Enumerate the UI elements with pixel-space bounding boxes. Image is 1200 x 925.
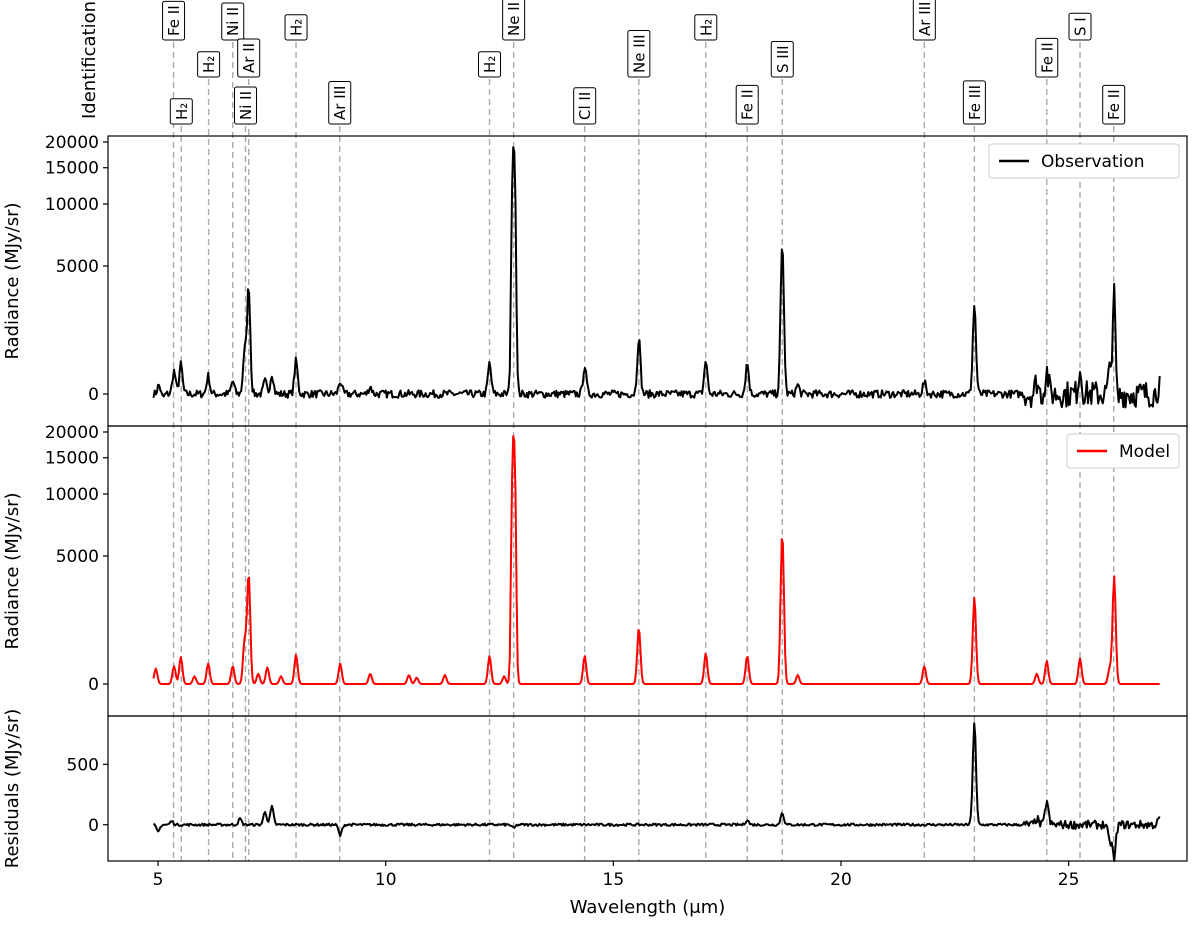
residuals-y-tick-label: 0 <box>88 816 99 836</box>
line-id-box <box>169 98 193 125</box>
model-y-tick-label: 20000 <box>45 423 99 443</box>
line-id-label: Ar III <box>328 81 352 125</box>
line-id-label: Fe III <box>962 80 986 125</box>
line-id-text: H₂ <box>200 56 218 73</box>
model-axes-frame <box>107 425 1188 717</box>
line-id-label: Ne II <box>502 0 526 41</box>
model-legend-box <box>1066 433 1180 469</box>
line-id-box <box>912 0 936 41</box>
line-id-box <box>284 14 308 41</box>
line-id-text: Ni II <box>237 91 255 120</box>
line-id-text: Fe II <box>739 89 757 120</box>
line-id-box <box>962 80 986 125</box>
line-id-label: Ar II <box>237 38 261 78</box>
line-id-label: H₂ <box>694 14 718 41</box>
line-id-text: Fe II <box>1105 89 1123 120</box>
line-id-box <box>770 40 794 78</box>
line-id-text: S I <box>1072 17 1090 36</box>
line-id-text: H₂ <box>481 56 499 73</box>
line-id-box <box>328 81 352 125</box>
observation-legend-label: Observation <box>1041 152 1145 172</box>
line-id-box <box>573 87 597 125</box>
line-id-box <box>735 84 759 125</box>
model-series-line <box>152 435 1160 685</box>
residuals-series-line <box>152 722 1161 862</box>
line-id-text: Ar III <box>916 2 934 36</box>
x-tick-label: 10 <box>375 870 397 890</box>
line-id-box <box>694 14 718 41</box>
observation-legend-box <box>988 143 1180 179</box>
line-id-label: H₂ <box>478 51 502 78</box>
identification-labels: Fe II H₂ H₂ Ni II Ni II Ar II H₂ Ar III H₂ Ne II C… <box>162 0 1126 125</box>
line-id-label: H₂ <box>197 51 221 78</box>
line-id-box <box>1102 84 1126 125</box>
panel-residuals: 0 500 Residuals (MJy/sr) 5 10 15 20 25 Wavelengt… <box>2 709 1188 918</box>
line-id-box <box>627 30 651 78</box>
residuals-y-tick-label: 500 <box>67 755 99 775</box>
line-id-box <box>237 38 261 78</box>
line-id-text: Ar II <box>240 43 258 73</box>
line-id-label: H₂ <box>284 14 308 41</box>
line-id-text: Cl II <box>576 92 594 120</box>
line-id-text: Ne II <box>505 2 523 36</box>
line-id-label: Ne III <box>627 30 651 78</box>
line-id-box <box>502 0 526 41</box>
line-id-label: Fe II <box>735 84 759 125</box>
identification-guides <box>172 42 1115 861</box>
line-id-box <box>1068 12 1092 41</box>
observation-y-tick-label: 15000 <box>45 159 99 179</box>
line-id-text: Ar III <box>331 86 349 120</box>
line-id-label: H₂ <box>169 98 193 125</box>
line-id-label: S I <box>1068 12 1092 41</box>
line-id-label: Ar III <box>912 0 936 41</box>
line-id-label: S III <box>770 40 794 78</box>
x-tick-label: 15 <box>603 870 625 890</box>
line-id-text: S III <box>774 45 792 73</box>
line-id-box <box>1035 37 1059 78</box>
line-id-text: Ne III <box>630 35 648 74</box>
x-tick-label: 25 <box>1058 870 1080 890</box>
x-axis-label: Wavelength (μm) <box>570 897 726 918</box>
line-id-label: Fe II <box>1102 84 1126 125</box>
line-id-text: Fe II <box>1038 42 1056 73</box>
line-id-text: Fe II <box>165 5 183 36</box>
x-tick-label: 5 <box>153 870 164 890</box>
residuals-y-axis-label: Residuals (MJy/sr) <box>2 709 23 869</box>
observation-y-tick-label: 10000 <box>45 195 99 215</box>
line-id-label: Fe II <box>162 0 186 41</box>
line-id-box <box>221 2 245 41</box>
identification-title: Identification <box>79 1 100 119</box>
line-id-text: H₂ <box>697 19 715 36</box>
line-id-label: Ni II <box>233 86 257 125</box>
model-legend-label: Model <box>1119 442 1170 462</box>
panel-model: 0 5000 10000 15000 20000 Radiance (MJy/sr) Mod… <box>2 423 1188 717</box>
observation-y-tick-label: 20000 <box>45 133 99 153</box>
line-id-box <box>197 51 221 78</box>
line-id-text: Fe III <box>966 85 984 120</box>
observation-y-axis-label: Radiance (MJy/sr) <box>2 202 23 359</box>
line-id-label: Fe II <box>1035 37 1059 78</box>
line-id-text: H₂ <box>173 103 191 120</box>
model-y-tick-label: 10000 <box>45 485 99 505</box>
line-id-text: H₂ <box>288 19 306 36</box>
line-id-label: Cl II <box>573 87 597 125</box>
model-y-tick-label: 5000 <box>56 547 99 567</box>
x-tick-label: 20 <box>830 870 852 890</box>
observation-y-tick-label: 0 <box>88 385 99 405</box>
line-id-box <box>233 86 257 125</box>
line-id-box <box>162 0 186 41</box>
model-y-axis-label: Radiance (MJy/sr) <box>2 492 23 649</box>
residuals-axes-frame <box>107 715 1188 862</box>
line-id-box <box>478 51 502 78</box>
observation-series-line <box>152 146 1161 409</box>
model-y-tick-label: 0 <box>88 675 99 695</box>
panel-observation: 0 5000 10000 15000 20000 Radiance (MJy/sr) Obs… <box>2 133 1188 427</box>
line-id-label: Ni II <box>221 2 245 41</box>
model-y-tick-label: 15000 <box>45 449 99 469</box>
observation-y-tick-label: 5000 <box>56 257 99 277</box>
line-id-text: Ni II <box>224 7 242 36</box>
